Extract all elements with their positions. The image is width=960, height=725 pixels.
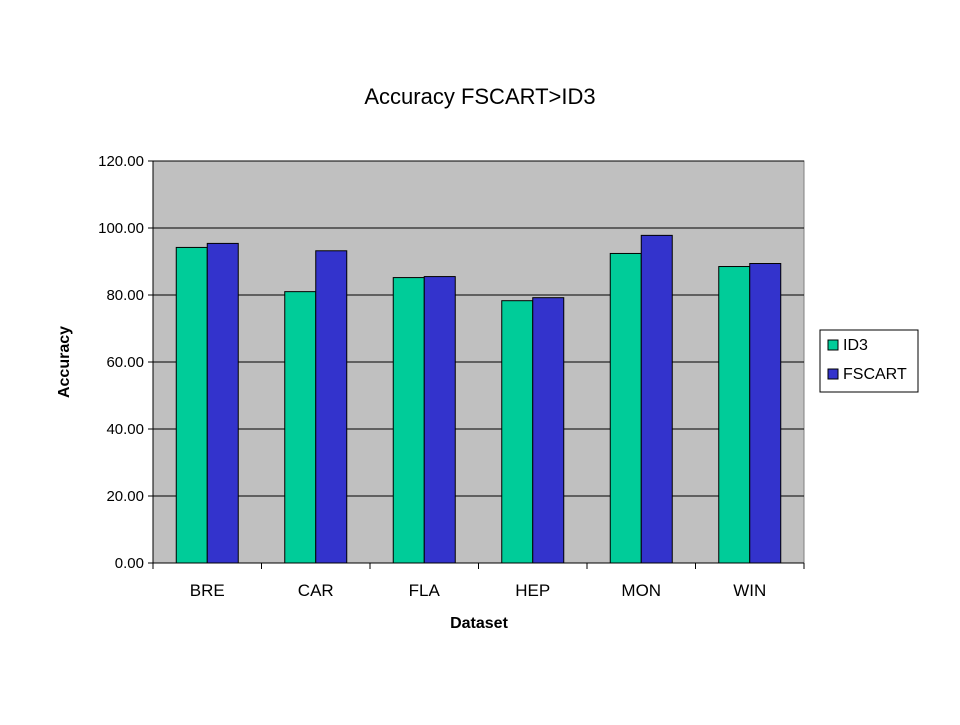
- bar-fscart-hep: [532, 297, 565, 564]
- x-axis: BRE CAR FLA HEP MON WIN: [152, 562, 805, 600]
- bars: [175, 234, 782, 564]
- legend-swatch-id3: [827, 339, 839, 351]
- y-tick-label: 100.00: [98, 220, 144, 237]
- y-axis: 0.00 20.00 40.00 60.00 80.00 100.00 120.00: [98, 153, 154, 572]
- legend-label-fscart: FSCART: [843, 366, 907, 383]
- bar-fscart-car: [315, 250, 348, 564]
- legend-swatch-fscart: [827, 368, 839, 380]
- y-tick-label: 60.00: [106, 354, 144, 371]
- bar-id3-mon: [609, 252, 642, 564]
- y-axis-title: Accuracy: [56, 326, 73, 398]
- bar-id3-fla: [392, 277, 425, 564]
- x-tick-label: HEP: [515, 581, 550, 600]
- x-axis-title: Dataset: [450, 615, 508, 632]
- bar-id3-bre: [175, 246, 208, 564]
- gridlines: [153, 160, 804, 497]
- bar-id3-car: [284, 291, 317, 564]
- y-tick-label: 40.00: [106, 421, 144, 438]
- bar-id3-hep: [501, 300, 534, 564]
- chart-title: Accuracy FSCART>ID3: [364, 84, 595, 109]
- bar-fscart-mon: [640, 234, 673, 564]
- legend-label-id3: ID3: [843, 337, 868, 354]
- x-tick-label: WIN: [733, 581, 766, 600]
- y-tick-label: 120.00: [98, 153, 144, 170]
- legend: ID3 FSCART: [819, 329, 919, 393]
- x-tick-label: CAR: [298, 581, 334, 600]
- x-tick-label: FLA: [409, 581, 441, 600]
- x-tick-label: MON: [621, 581, 661, 600]
- bar-fscart-win: [749, 263, 782, 564]
- bar-id3-win: [718, 266, 751, 564]
- y-tick-label: 80.00: [106, 287, 144, 304]
- y-tick-label: 20.00: [106, 488, 144, 505]
- bar-fscart-bre: [206, 242, 239, 564]
- x-tick-label: BRE: [190, 581, 225, 600]
- y-tick-label: 0.00: [115, 555, 144, 572]
- bar-fscart-fla: [423, 276, 456, 564]
